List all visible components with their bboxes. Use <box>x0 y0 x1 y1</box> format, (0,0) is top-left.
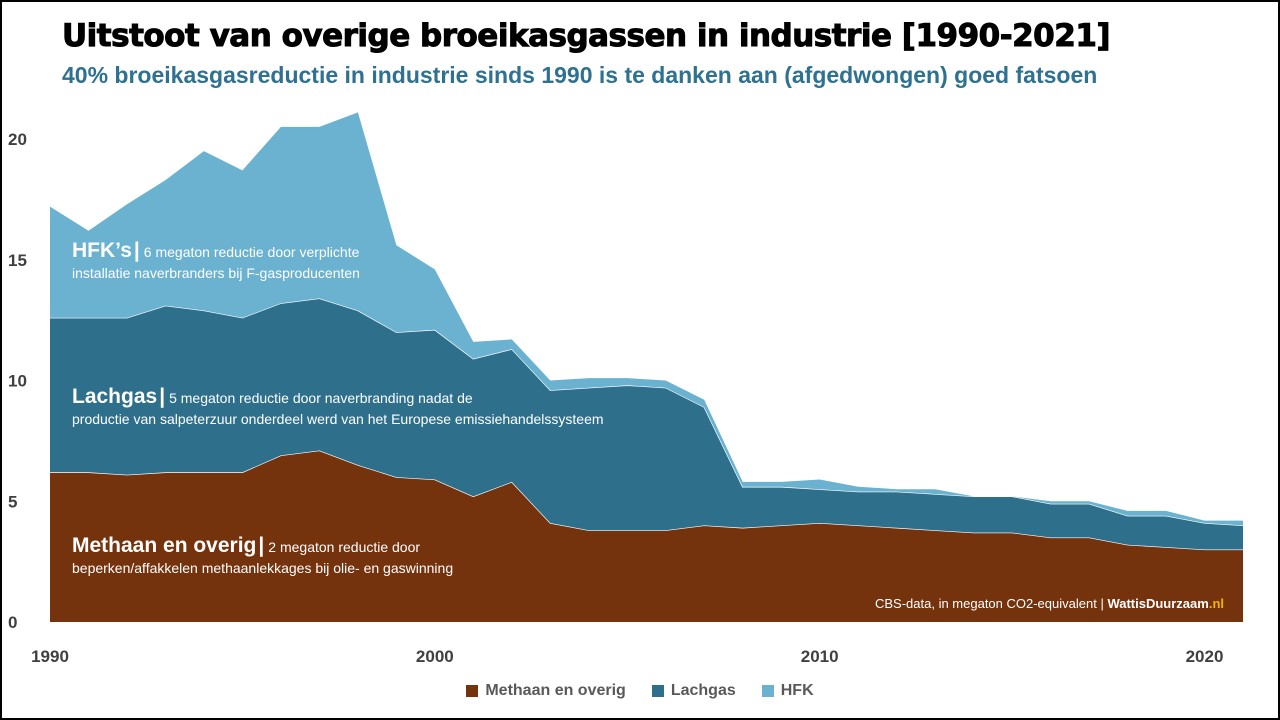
y-axis-ticks: 0 5 10 15 20 <box>8 130 27 632</box>
annotation-separator: | <box>133 239 140 262</box>
y-tick-label: 20 <box>8 130 27 149</box>
legend: Methaan en overig Lachgas HFK <box>0 682 1280 700</box>
annotation-hfk-line1: 6 megaton reductie door verplichte <box>143 244 360 260</box>
y-tick-label: 15 <box>8 251 27 270</box>
y-tick-label: 5 <box>8 492 17 511</box>
y-tick-label: 0 <box>8 613 17 632</box>
x-axis-ticks: 1990 2000 2010 2020 <box>31 647 1223 666</box>
source-text: CBS-data, in megaton CO2-equivalent | <box>874 596 1104 611</box>
annotation-hfk: HFK’s| 6 megaton reductie door verplichte… <box>72 240 360 284</box>
source-note: CBS-data, in megaton CO2-equivalent | Wa… <box>875 596 1224 611</box>
area-lachgas <box>50 298 1243 550</box>
area-layers <box>50 112 1244 622</box>
chart-subtitle: 40% broeikasgasreductie in industrie sin… <box>62 62 1098 88</box>
annotation-methaan-line1: 2 megaton reductie door <box>268 539 421 555</box>
legend-item-hfk: HFK <box>761 682 814 700</box>
x-tick-label: 2010 <box>801 647 839 666</box>
x-tick-label: 2020 <box>1186 647 1224 666</box>
annotation-methaan-label: Methaan en overig <box>72 534 257 557</box>
y-tick-label: 10 <box>8 372 27 391</box>
annotation-separator: | <box>258 534 265 557</box>
annotation-lachgas-label: Lachgas <box>72 385 158 408</box>
annotation-lachgas-line2: productie van salpeterzuur onderdeel wer… <box>72 411 604 427</box>
area-hfk <box>50 112 1243 526</box>
legend-item-methaan: Methaan en overig <box>466 682 626 700</box>
legend-label: Lachgas <box>670 682 736 699</box>
x-tick-label: 2000 <box>416 647 454 666</box>
brand-logo: WattisDuurzaam.nl <box>1107 596 1224 611</box>
annotation-methaan-line2: beperken/affakkelen methaanlekkages bij … <box>72 560 454 576</box>
chart-title: Uitstoot van overige broeikasgassen in i… <box>61 18 1111 55</box>
legend-label: HFK <box>780 682 814 699</box>
annotation-hfk-line2: installatie naverbranders bij F-gasprodu… <box>72 265 360 281</box>
legend-swatch-lachgas <box>651 685 664 697</box>
annotation-methaan: Methaan en overig| 2 megaton reductie doo… <box>72 535 453 579</box>
legend-swatch-methaan <box>466 685 479 697</box>
legend-swatch-hfk <box>761 685 774 697</box>
legend-label: Methaan en overig <box>485 682 626 699</box>
annotation-lachgas: Lachgas| 5 megaton reductie door naverbra… <box>72 386 604 430</box>
x-tick-label: 1990 <box>31 647 69 666</box>
annotation-separator: | <box>159 385 166 408</box>
annotation-hfk-label: HFK’s <box>72 239 132 262</box>
brand-tld: .nl <box>1208 596 1224 611</box>
area-methaan <box>50 450 1243 622</box>
annotation-lachgas-line1: 5 megaton reductie door naverbranding na… <box>169 390 473 406</box>
legend-item-lachgas: Lachgas <box>651 682 736 700</box>
brand-main: WattisDuurzaam <box>1107 596 1209 611</box>
